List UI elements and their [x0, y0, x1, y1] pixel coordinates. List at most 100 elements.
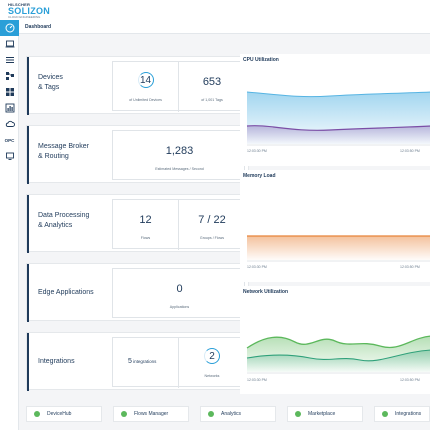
- row-message-broker: Message Broker & Routing 1,283 Estimated…: [26, 125, 249, 184]
- memory-chart[interactable]: [240, 170, 430, 282]
- status-dot-icon: [382, 411, 388, 417]
- applications-caption: Applications: [169, 305, 190, 309]
- memory-series-area: [247, 236, 430, 260]
- app-label: Analytics: [221, 411, 242, 417]
- cpu-series-2-area: [247, 125, 430, 144]
- cpu-tick-2: 12:03:50 PM: [400, 149, 420, 153]
- sidebar: OPC: [0, 20, 19, 430]
- flows-icon: [5, 72, 14, 80]
- sidebar-item-analytics[interactable]: [0, 100, 19, 116]
- integrations-count-text: 5 integrations: [128, 358, 156, 365]
- breadcrumb-bar: Dashboard: [19, 20, 430, 34]
- app-label: Integrations: [395, 411, 422, 417]
- broker-panel[interactable]: 1,283 Estimated Messages / Second: [113, 131, 246, 181]
- edge-panel[interactable]: 0 Applications: [113, 269, 246, 319]
- app-analytics[interactable]: Analytics: [200, 406, 276, 422]
- app-integrations[interactable]: Integrations: [374, 406, 430, 422]
- row-title-line-2: & Routing: [38, 153, 69, 160]
- sidebar-item-devices[interactable]: [0, 36, 19, 52]
- network-tick-2: 12:03:50 PM: [400, 378, 420, 382]
- row-integrations: Integrations 5 integrations 2 Networks: [26, 332, 249, 391]
- memory-tick-2: 12:03:50 PM: [400, 265, 420, 269]
- laptop-icon: [5, 40, 14, 48]
- applications-count: 0: [176, 283, 183, 295]
- row-title: Data Processing & Analytics: [38, 211, 108, 231]
- sidebar-item-list[interactable]: [0, 52, 19, 68]
- integrations-label: integrations: [133, 359, 157, 364]
- networks-caption: Networks: [204, 374, 220, 378]
- devices-count: 14: [139, 75, 152, 86]
- messages-count: 1,283: [165, 145, 194, 157]
- devices-count-panel[interactable]: 14 of Unlimited Devices: [113, 62, 179, 112]
- row-title-line-1: Message Broker: [38, 143, 89, 150]
- networks-panel[interactable]: 2 Networks: [179, 338, 245, 388]
- sidebar-item-opc[interactable]: OPC: [0, 132, 19, 148]
- grid-icon: [5, 88, 14, 96]
- flows-panel[interactable]: 12 Flows: [113, 200, 179, 250]
- app-label: Marketplace: [308, 411, 336, 417]
- monitor-icon: [5, 152, 14, 160]
- network-tick-1: 12:03:30 PM: [247, 378, 267, 382]
- app-devicehub[interactable]: DeviceHub: [26, 406, 102, 422]
- tags-count: 653: [202, 76, 222, 88]
- row-title-line-2: & Analytics: [38, 222, 73, 229]
- cpu-tick-1: 12:03:30 PM: [247, 149, 267, 153]
- list-icon: [5, 57, 14, 63]
- networks-count: 2: [209, 351, 215, 362]
- row-title: Devices & Tags: [38, 73, 108, 93]
- row-title-line-2: & Tags: [38, 84, 60, 91]
- status-dot-icon: [295, 411, 301, 417]
- row-accent: [27, 333, 29, 391]
- sidebar-item-dashboard[interactable]: [0, 20, 19, 36]
- row-accent: [27, 126, 29, 184]
- networks-ring: [204, 348, 220, 364]
- sidebar-item-monitor[interactable]: [0, 148, 19, 164]
- sidebar-item-flows[interactable]: [0, 68, 19, 84]
- network-chart[interactable]: [240, 286, 430, 394]
- memory-tick-1: 12:03:30 PM: [247, 265, 267, 269]
- broker-card[interactable]: 1,283 Estimated Messages / Second: [112, 130, 245, 180]
- brand-line-1: HILSCHER: [8, 2, 31, 7]
- integrations-card[interactable]: 5 integrations 2 Networks: [112, 337, 245, 388]
- processing-card[interactable]: 12 Flows 7 / 22 Groups / Flows: [112, 199, 245, 250]
- groups-caption: Groups / Flows: [199, 236, 225, 240]
- app-marketplace[interactable]: Marketplace: [287, 406, 363, 422]
- edge-card[interactable]: 0 Applications: [112, 268, 245, 318]
- groups-count: 7 / 22: [198, 214, 226, 226]
- row-title: Edge Applications: [38, 289, 94, 296]
- brand-line-3: CLOUD ENGINEERING: [8, 15, 41, 19]
- row-devices-tags: Devices & Tags 14 of Unlimited Devices 6…: [26, 56, 249, 115]
- integrations-count: 5: [128, 358, 132, 365]
- row-title-line-1: Devices: [38, 74, 63, 81]
- integrations-count-panel[interactable]: 5 integrations: [113, 338, 179, 388]
- opc-icon: OPC: [4, 137, 15, 143]
- tags-caption: of 1,001 Tags: [201, 98, 223, 102]
- row-title: Message Broker & Routing: [38, 142, 108, 162]
- app-flows-manager[interactable]: Flows Manager: [113, 406, 189, 422]
- cpu-series-2-line: [246, 125, 430, 131]
- app-label: DeviceHub: [47, 411, 72, 417]
- row-edge-applications: Edge Applications 0 Applications: [26, 263, 249, 322]
- network-series-1-line: [246, 335, 430, 349]
- breadcrumb[interactable]: Dashboard: [25, 24, 52, 30]
- app-label: Flows Manager: [134, 411, 169, 417]
- sidebar-item-grid[interactable]: [0, 84, 19, 100]
- row-title: Integrations: [38, 358, 75, 365]
- groups-panel[interactable]: 7 / 22 Groups / Flows: [179, 200, 245, 250]
- network-series-2-line: [246, 349, 430, 362]
- status-dot-icon: [208, 411, 214, 417]
- cloud-icon: [5, 120, 15, 127]
- cpu-chart[interactable]: [240, 54, 430, 166]
- brand-logo[interactable]: HILSCHER SOLIZON CLOUD ENGINEERING: [8, 2, 52, 20]
- dashboard-icon: [5, 23, 14, 33]
- devices-card[interactable]: 14 of Unlimited Devices 653 of 1,001 Tag…: [112, 61, 245, 112]
- top-bar: HILSCHER SOLIZON CLOUD ENGINEERING: [0, 0, 430, 20]
- app-launcher-bar: DeviceHub Flows Manager Analytics Market…: [19, 400, 430, 430]
- sidebar-item-cloud[interactable]: [0, 116, 19, 132]
- status-dot-icon: [121, 411, 127, 417]
- row-accent: [27, 264, 29, 322]
- flows-caption: Flows: [140, 236, 151, 240]
- tags-count-panel[interactable]: 653 of 1,001 Tags: [179, 62, 245, 112]
- row-accent: [27, 57, 29, 115]
- brand-line-2: SOLIZON: [8, 6, 51, 16]
